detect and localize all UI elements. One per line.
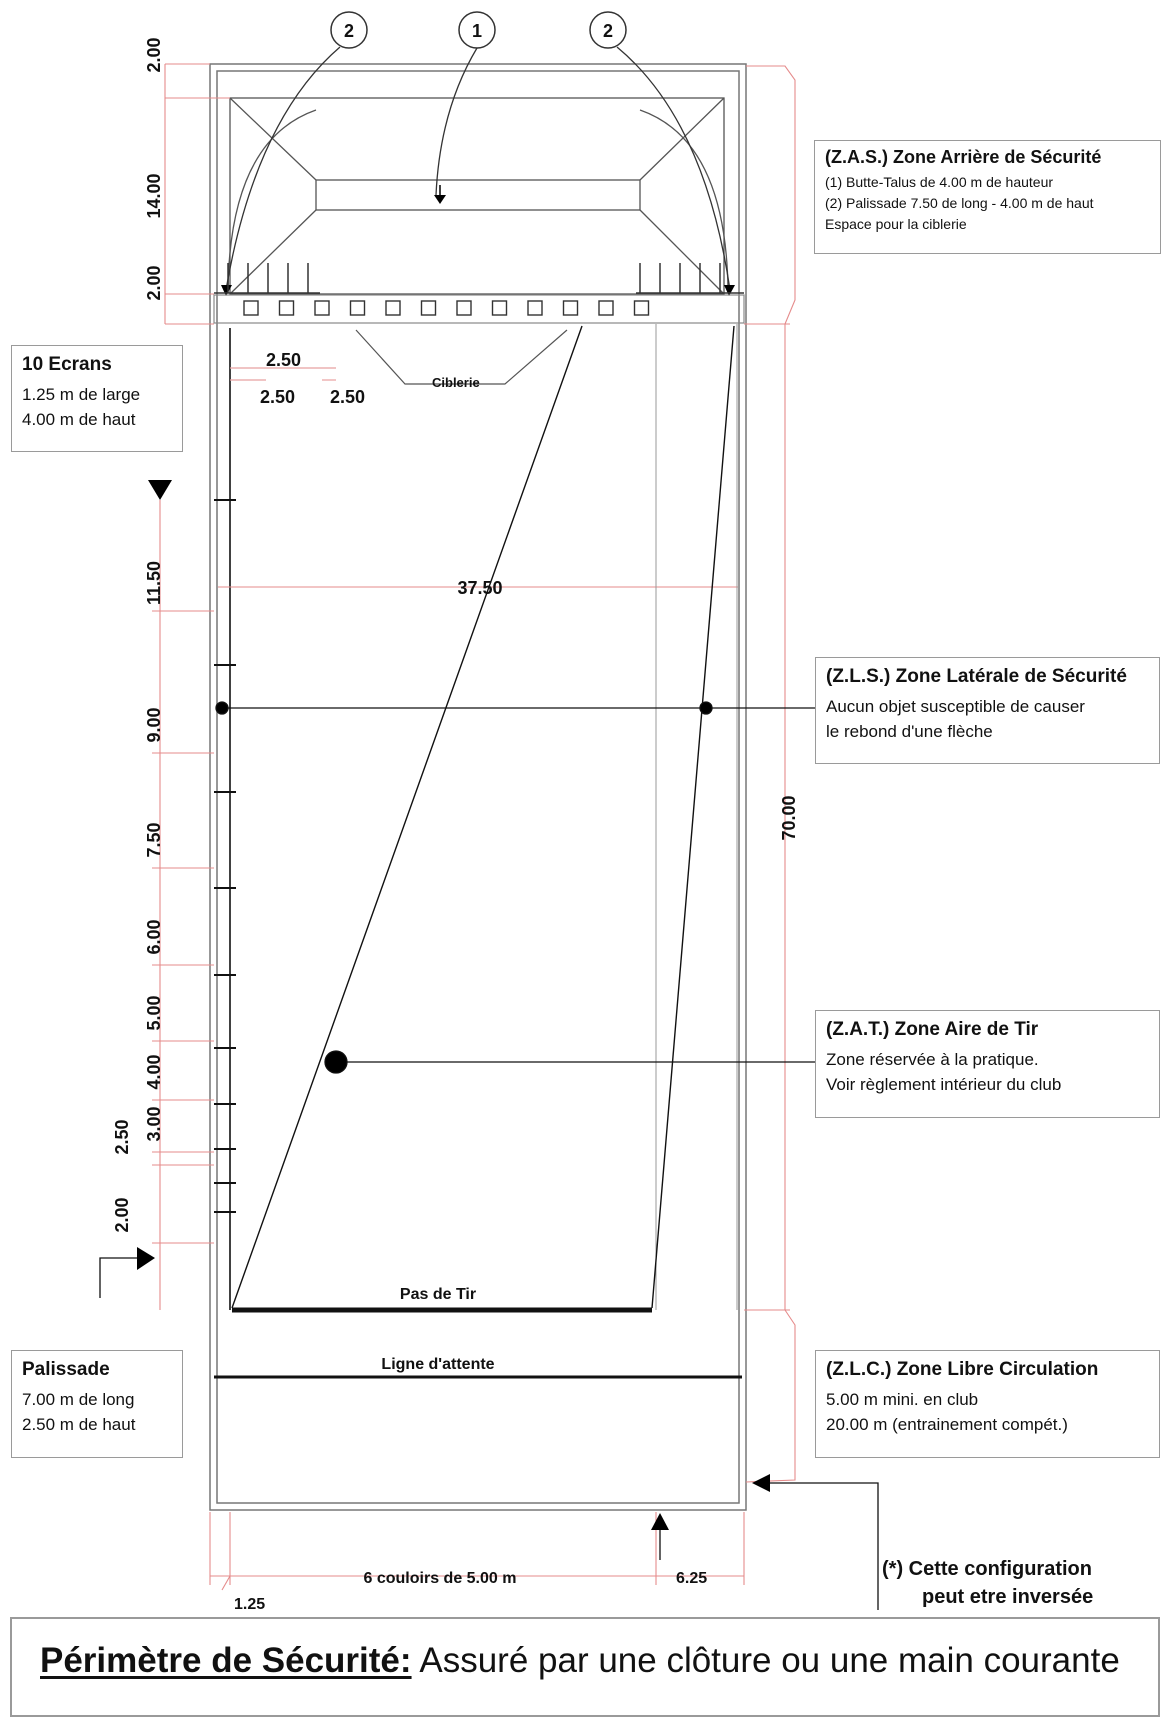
left-dimension-chain <box>159 63 230 1310</box>
callout-1: 1 <box>472 21 482 41</box>
left-dimension-label: 2.50 <box>112 1119 132 1154</box>
zat-box: (Z.A.T.) Zone Aire de Tir Zone réservée … <box>815 1010 1160 1118</box>
zas-line-1: (1) Butte-Talus de 4.00 m de hauteur <box>825 174 1054 190</box>
zas-line-3: Espace pour la ciblerie <box>825 216 967 232</box>
target-butt <box>562 300 579 316</box>
palissade-title: Palissade <box>22 1359 110 1380</box>
left-dimension-label: 14.00 <box>144 173 164 218</box>
dim-right-margin: 6.25 <box>676 1570 707 1587</box>
target-butt <box>456 300 472 316</box>
zas-line-2: (2) Palissade 7.50 de long - 4.00 m de h… <box>825 195 1094 211</box>
dim-left-margin: 1.25 <box>234 1596 265 1613</box>
left-dimension-label: 3.00 <box>144 1106 164 1141</box>
palissade-box: Palissade 7.00 m de long 2.50 m de haut <box>11 1350 183 1458</box>
leader-lines <box>215 701 815 1074</box>
target-butt <box>278 300 295 316</box>
note-line-2: peut etre inversée <box>922 1586 1094 1608</box>
zas-box: (Z.A.S.) Zone Arrière de Sécurité (1) Bu… <box>814 140 1161 254</box>
side-screens <box>214 499 236 1213</box>
zls-box: (Z.L.S.) Zone Latérale de Sécurité Aucun… <box>815 657 1160 764</box>
ciblerie-label: Ciblerie <box>432 375 480 390</box>
zls-line-2: le rebond d'une flèche <box>826 722 993 741</box>
perimeter-text: Assuré par une clôture ou une main coura… <box>411 1641 1120 1680</box>
shooting-line-label: Pas de Tir <box>400 1286 476 1303</box>
target-butt <box>314 300 330 316</box>
left-dimension-label: 7.50 <box>144 822 164 857</box>
zlc-line-1: 5.00 m mini. en club <box>826 1390 979 1409</box>
callout-markers: 2 1 2 <box>221 11 735 296</box>
zat-line-1: Zone réservée à la pratique. <box>826 1050 1039 1069</box>
palissade-line-2: 2.50 m de haut <box>22 1415 136 1434</box>
waiting-line-label: Ligne d'attente <box>381 1356 494 1373</box>
left-dimension-label: 2.00 <box>112 1197 132 1232</box>
lane-area <box>655 324 738 1310</box>
length-dimension <box>744 65 796 1483</box>
zlc-line-2: 20.00 m (entrainement compét.) <box>826 1415 1068 1434</box>
ecrans-line-1: 1.25 m de large <box>22 385 141 404</box>
dim-length: 70.00 <box>779 795 799 840</box>
dim-ciblerie-2: 2.50 <box>260 387 295 407</box>
perimeter-label: Périmètre de Sécurité: <box>40 1641 412 1680</box>
ciblerie-row <box>213 294 745 324</box>
ecrans-title: 10 Ecrans <box>22 354 112 375</box>
note-line-1: (*) Cette configuration <box>882 1558 1092 1580</box>
dim-width: 37.50 <box>457 578 502 598</box>
perimeter-banner: Périmètre de Sécurité: Assuré par une cl… <box>10 1617 1160 1717</box>
palissade-line-1: 7.00 m de long <box>22 1390 135 1409</box>
zls-line-1: Aucun objet susceptible de causer <box>826 697 1085 716</box>
zls-title: (Z.L.S.) Zone Latérale de Sécurité <box>826 666 1127 687</box>
butte-talus <box>315 179 641 211</box>
zas-region <box>227 97 729 295</box>
zas-palisades <box>214 263 744 294</box>
ciblerie-annotations <box>229 328 568 1310</box>
left-dimension-label: 9.00 <box>144 707 164 742</box>
left-dimension-labels: 2.00 14.00 2.00 11.50 9.00 7.50 6.00 5.00 4.00 3.… <box>112 37 214 1244</box>
left-dimension-label: 6.00 <box>144 919 164 954</box>
security-angles <box>231 325 735 1309</box>
left-dimension-label: 2.00 <box>144 265 164 300</box>
site-boundary <box>209 63 747 1511</box>
left-dimension-label: 5.00 <box>144 995 164 1030</box>
dim-ciblerie-3: 2.50 <box>330 387 365 407</box>
ecrans-arrow <box>148 480 172 500</box>
target-butt <box>385 300 401 316</box>
target-butt <box>527 300 543 316</box>
config-arrows <box>651 1474 879 1610</box>
zlc-title: (Z.L.C.) Zone Libre Circulation <box>826 1359 1099 1380</box>
inversion-note: (*) Cette configuration peut etre invers… <box>882 1555 1093 1611</box>
ecrans-box: 10 Ecrans 1.25 m de large 4.00 m de haut <box>11 345 183 452</box>
left-dimension-label: 4.00 <box>144 1054 164 1089</box>
zas-title: (Z.A.S.) Zone Arrière de Sécurité <box>825 147 1102 167</box>
target-butt <box>598 300 614 316</box>
zat-title: (Z.A.T.) Zone Aire de Tir <box>826 1019 1039 1040</box>
left-dimension-label: 2.00 <box>144 37 164 72</box>
left-dimension-label: 11.50 <box>144 561 164 605</box>
zlc-box: (Z.L.C.) Zone Libre Circulation 5.00 m m… <box>815 1350 1160 1458</box>
ecrans-line-2: 4.00 m de haut <box>22 410 136 429</box>
target-butt <box>420 300 437 316</box>
callout-2-right: 2 <box>603 21 613 41</box>
palissade-arrow <box>99 1247 155 1298</box>
target-butt <box>491 300 508 316</box>
dim-lanes: 6 couloirs de 5.00 m <box>364 1570 517 1587</box>
target-butt <box>349 300 366 316</box>
zat-line-2: Voir règlement intérieur du club <box>826 1075 1062 1094</box>
target-butt <box>243 300 259 316</box>
target-butt <box>633 300 650 316</box>
callout-2-left: 2 <box>344 21 354 41</box>
dim-ciblerie-1: 2.50 <box>266 350 301 370</box>
